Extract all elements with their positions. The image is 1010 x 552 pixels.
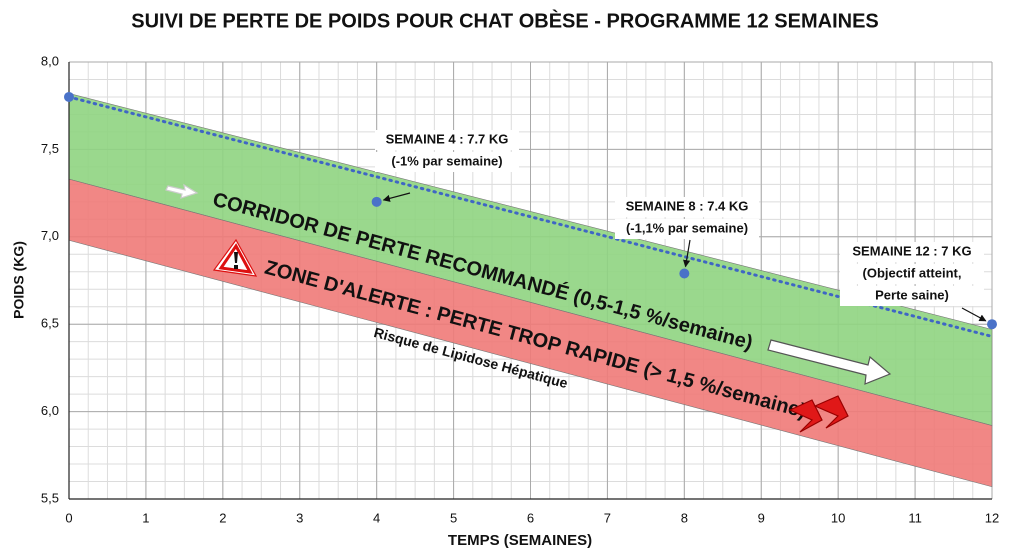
x-tick-label: 5 [450,510,457,525]
annotation: (-1,1% par semaine) [626,220,748,235]
annotation-bg [840,242,984,262]
decoration [767,339,892,385]
x-axis-label: TEMPS (SEMAINES) [448,532,592,549]
y-axis-label: POIDS (KG) [11,241,27,319]
x-tick-label: 12 [985,510,999,525]
x-tick-label: 6 [527,510,534,525]
decoration [788,399,823,433]
x-tick-label: 10 [831,510,845,525]
y-tick-label: 7,5 [41,141,59,156]
decoration [165,183,199,199]
annotation-arrow [961,307,987,322]
y-tick-label: 5,5 [41,490,59,505]
annotation-bg [375,152,519,172]
y-tick-label: 7,0 [41,228,59,243]
annotation-bg [840,286,984,306]
annotation: SEMAINE 12 : 7 KG [852,243,971,258]
x-tick-label: 0 [65,510,72,525]
decoration [813,395,849,429]
trend-line [67,95,994,338]
x-tick-label: 4 [373,510,380,525]
chart-title: SUIVI DE PERTE DE POIDS POUR CHAT OBÈSE … [131,9,879,32]
annotation: SEMAINE 8 : 7.4 KG [626,198,749,213]
y-tick-label: 8,0 [41,53,59,68]
x-tick-label: 2 [219,510,226,525]
annotation-bg [375,130,519,150]
data-point [987,319,997,330]
annotation-arrow [683,239,691,268]
annotation: (-1% par semaine) [391,153,502,168]
x-tick-label: 11 [908,510,922,525]
y-tick-label: 6,0 [41,403,59,418]
x-tick-label: 7 [604,510,611,525]
decoration [234,252,238,269]
data-point [371,196,382,207]
x-tick-label: 1 [142,510,149,525]
data-point [679,268,690,279]
data-point [64,91,74,102]
x-tick-label: 3 [296,510,303,525]
annotation-bg [615,219,759,239]
annotation-arrow [382,192,411,202]
y-tick-label: 6,5 [41,316,59,331]
annotation: SEMAINE 4 : 7.7 KG [386,131,509,146]
x-tick-label: 8 [681,510,688,525]
annotation: Perte saine) [875,287,949,302]
annotation: (Objectif atteint, [863,265,962,280]
x-tick-label: 9 [758,510,765,525]
annotation-bg [615,197,759,217]
annotation-bg [840,264,984,284]
